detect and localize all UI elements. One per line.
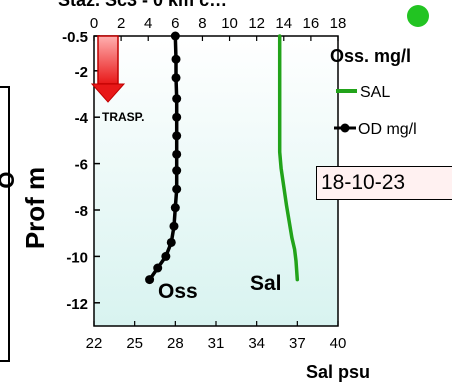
bottom-tick-label: 28	[167, 335, 184, 352]
top-tick-label: 2	[117, 15, 125, 32]
top-tick-label: 18	[330, 15, 347, 32]
y-tick-label: -8	[75, 203, 88, 220]
oss-curve-label: Oss	[158, 280, 198, 303]
bottom-axis: 22 25 28 31 34 37 40	[86, 321, 347, 352]
y-tick-label: -4	[75, 110, 89, 127]
bottom-tick-label: 34	[248, 335, 265, 352]
y-tick-label: -12	[66, 296, 88, 313]
transparency-arrow	[90, 35, 126, 103]
od-point	[153, 263, 163, 273]
bottom-tick-label: 37	[289, 335, 306, 352]
top-tick-label: 8	[198, 15, 206, 32]
od-point	[172, 131, 182, 141]
top-tick-label: 16	[303, 15, 320, 32]
bottom-tick-label: 40	[330, 335, 347, 352]
legend-title: Oss. mg/l	[330, 46, 411, 66]
od-point	[172, 149, 182, 159]
top-axis: 0 2 4 6 8 10 12 14 16 18	[90, 15, 347, 41]
bottom-tick-label: 22	[86, 335, 103, 352]
od-point	[172, 94, 182, 104]
y-tick-label: -10	[66, 249, 88, 266]
bottom-axis-title: Sal psu	[306, 362, 370, 382]
chart-title-partial: Staz. Sc3 - 0 km c…	[58, 0, 227, 10]
sal-curve-label: Sal	[250, 272, 282, 295]
plot-area	[93, 35, 339, 327]
od-point	[161, 251, 171, 261]
date-box: 18-10-23	[316, 166, 452, 200]
od-point	[169, 221, 179, 231]
od-point	[171, 54, 181, 64]
y-tick-label: -6	[75, 157, 88, 174]
series-line-sal	[277, 34, 300, 282]
left-frame-bar	[0, 86, 10, 362]
od-point	[145, 275, 155, 285]
od-point	[170, 203, 180, 213]
y-tick-label: -2	[75, 64, 88, 81]
top-tick-label: 0	[90, 15, 98, 32]
top-tick-label: 6	[171, 15, 179, 32]
y-axis: -0.5 -2 -4 -6 -8 -10 -12	[62, 29, 100, 313]
legend-item-od: OD mg/l	[334, 121, 417, 138]
legend-od-marker	[340, 123, 350, 133]
top-tick-label: 4	[144, 15, 152, 32]
bottom-tick-label: 25	[126, 335, 143, 352]
status-dot	[407, 5, 429, 27]
legend-item-sal: SAL	[336, 84, 390, 101]
top-tick-label: 10	[221, 15, 238, 32]
top-tick-label: 12	[248, 15, 265, 32]
y-axis-title: Prof m	[20, 167, 50, 249]
bottom-tick-label: 31	[208, 335, 225, 352]
od-point	[170, 31, 180, 41]
legend-od-label: OD mg/l	[358, 121, 417, 138]
top-tick-label: 14	[275, 15, 292, 32]
series-layer	[145, 31, 300, 285]
legend-sal-label: SAL	[360, 84, 390, 101]
transparency-label: TRASP.	[102, 110, 144, 124]
od-point	[172, 166, 182, 176]
left-vertical-text-partial: O	[0, 171, 19, 188]
od-point	[172, 112, 182, 122]
od-point	[171, 73, 181, 83]
od-point	[172, 184, 182, 194]
od-point	[166, 237, 176, 247]
y-tick-label: -0.5	[62, 29, 88, 46]
